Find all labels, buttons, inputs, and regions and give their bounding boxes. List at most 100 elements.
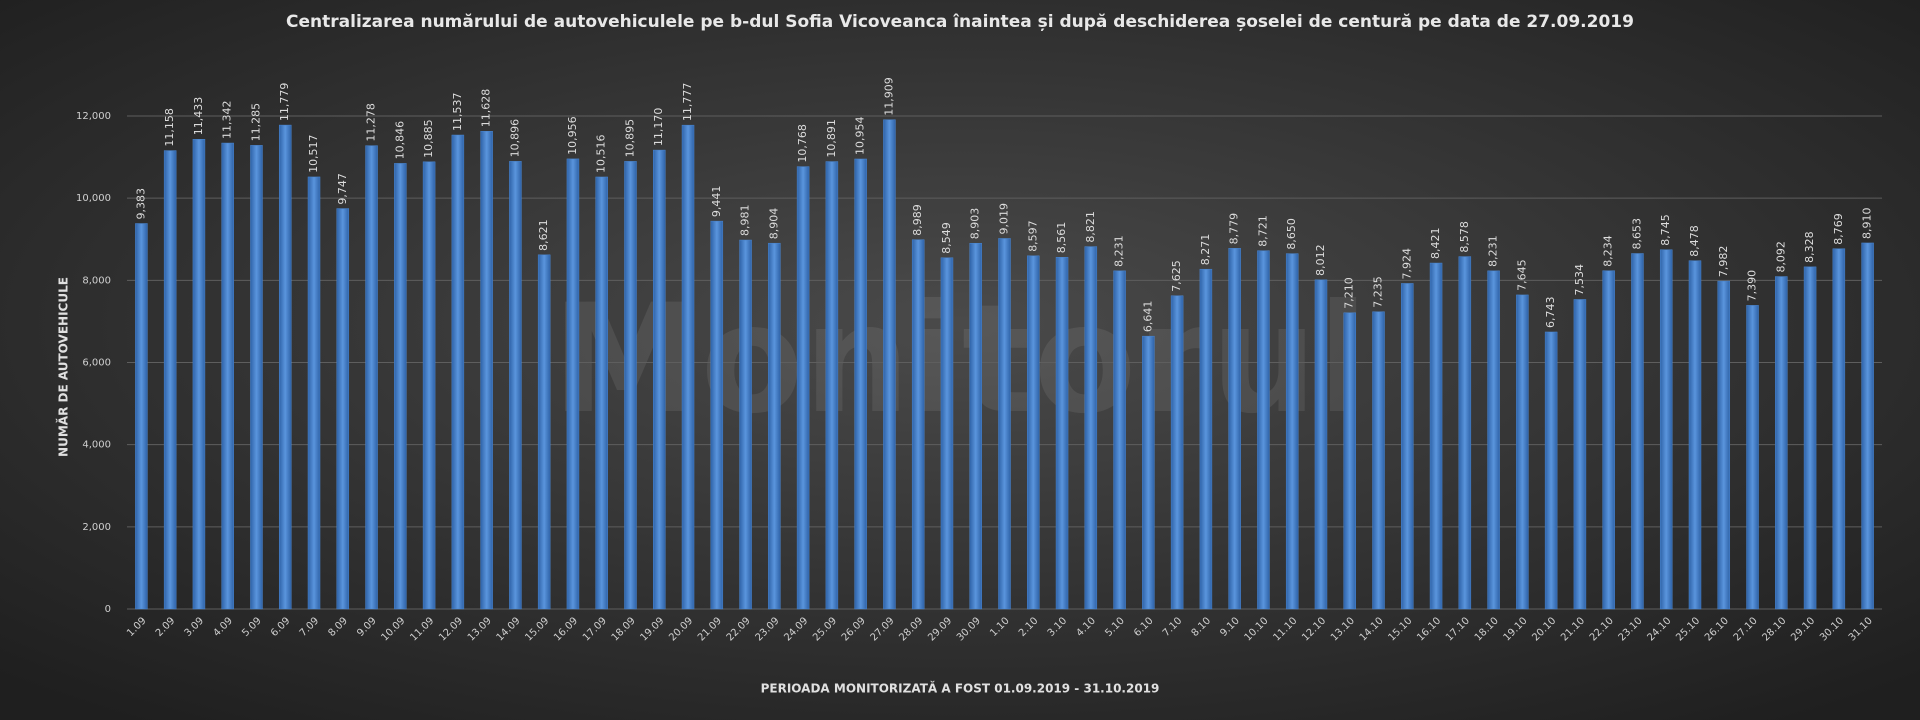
value-label: 11,628 bbox=[480, 89, 493, 127]
bar bbox=[1343, 312, 1356, 610]
bar bbox=[1228, 248, 1241, 610]
bar bbox=[509, 161, 522, 610]
bar bbox=[1487, 270, 1500, 610]
bar bbox=[796, 166, 810, 610]
bar bbox=[422, 161, 436, 610]
value-label: 10,885 bbox=[422, 119, 435, 158]
value-label: 7,645 bbox=[1515, 259, 1528, 291]
bar bbox=[365, 145, 378, 610]
value-label: 7,625 bbox=[1170, 260, 1183, 292]
value-label: 10,891 bbox=[825, 119, 838, 158]
value-label: 9,747 bbox=[336, 173, 349, 205]
y-tick-label: 8,000 bbox=[82, 275, 111, 286]
value-label: 10,896 bbox=[508, 119, 521, 158]
value-label: 8,903 bbox=[969, 208, 982, 240]
value-label: 7,390 bbox=[1746, 270, 1759, 302]
value-label: 6,641 bbox=[1141, 301, 1154, 333]
bar bbox=[1516, 294, 1529, 610]
y-tick-label: 6,000 bbox=[82, 358, 111, 369]
value-label: 8,328 bbox=[1803, 231, 1816, 263]
bar bbox=[1458, 256, 1472, 610]
value-label: 10,517 bbox=[307, 134, 320, 173]
value-label: 9,383 bbox=[134, 188, 147, 220]
bar bbox=[825, 161, 839, 610]
value-label: 8,989 bbox=[911, 204, 924, 236]
value-label: 10,846 bbox=[393, 121, 406, 160]
value-label: 8,821 bbox=[1084, 211, 1097, 243]
bar bbox=[1199, 268, 1213, 610]
bar bbox=[1401, 283, 1414, 610]
bar bbox=[768, 242, 781, 610]
bar bbox=[998, 238, 1011, 610]
bar bbox=[336, 208, 350, 610]
value-label: 8,981 bbox=[739, 205, 752, 237]
value-label: 7,924 bbox=[1400, 248, 1413, 280]
bar bbox=[1861, 242, 1874, 610]
bar bbox=[1372, 311, 1385, 610]
bar bbox=[1717, 280, 1731, 610]
bar bbox=[1775, 276, 1788, 610]
bar bbox=[595, 176, 608, 610]
bar bbox=[307, 176, 321, 610]
value-label: 8,012 bbox=[1314, 244, 1327, 276]
bar bbox=[940, 257, 954, 610]
bar bbox=[394, 163, 407, 610]
bar bbox=[1257, 250, 1270, 610]
bar bbox=[278, 124, 292, 610]
value-label: 8,578 bbox=[1458, 221, 1471, 253]
value-label: 8,234 bbox=[1602, 235, 1615, 267]
value-label: 8,092 bbox=[1774, 241, 1787, 273]
value-label: 8,904 bbox=[767, 208, 780, 240]
value-label: 8,561 bbox=[1055, 222, 1068, 254]
value-label: 7,534 bbox=[1573, 264, 1586, 296]
value-label: 8,653 bbox=[1630, 218, 1643, 250]
bar bbox=[135, 223, 148, 610]
value-label: 8,597 bbox=[1026, 220, 1039, 252]
bar bbox=[653, 149, 666, 610]
value-label: 8,549 bbox=[940, 222, 953, 254]
value-label: 8,650 bbox=[1285, 218, 1298, 250]
watermark: Monitorul bbox=[551, 273, 1368, 447]
bar bbox=[1055, 257, 1069, 610]
value-label: 8,745 bbox=[1659, 214, 1672, 246]
chart-title: Centralizarea numărului de autovehiculel… bbox=[286, 12, 1634, 32]
bar bbox=[1113, 270, 1126, 610]
value-label: 11,537 bbox=[451, 93, 464, 132]
value-label: 11,909 bbox=[882, 77, 895, 116]
value-label: 10,956 bbox=[566, 116, 579, 155]
value-label: 7,235 bbox=[1372, 276, 1385, 308]
bar bbox=[1573, 299, 1587, 610]
value-label: 8,478 bbox=[1688, 225, 1701, 257]
bar bbox=[854, 158, 867, 610]
bar bbox=[1285, 253, 1299, 610]
bar bbox=[1429, 262, 1443, 610]
value-label: 8,231 bbox=[1487, 235, 1500, 267]
value-label: 8,271 bbox=[1199, 234, 1212, 266]
value-label: 8,621 bbox=[537, 219, 550, 251]
value-label: 6,743 bbox=[1544, 296, 1557, 328]
value-label: 11,433 bbox=[192, 97, 205, 136]
value-label: 8,421 bbox=[1429, 228, 1442, 260]
bar bbox=[1602, 270, 1615, 610]
value-label: 11,170 bbox=[652, 108, 665, 147]
value-label: 11,779 bbox=[278, 83, 291, 122]
value-label: 11,777 bbox=[681, 83, 694, 122]
value-label: 10,954 bbox=[854, 116, 867, 155]
bar bbox=[451, 134, 465, 610]
bar bbox=[681, 124, 695, 610]
value-label: 7,210 bbox=[1343, 277, 1356, 309]
bar bbox=[1688, 260, 1702, 610]
bar bbox=[1314, 279, 1328, 610]
bar bbox=[739, 239, 752, 610]
bar bbox=[883, 119, 896, 610]
bar bbox=[1084, 246, 1098, 610]
value-label: 8,231 bbox=[1113, 235, 1126, 267]
bar bbox=[192, 139, 206, 610]
bar bbox=[1170, 295, 1184, 610]
bar bbox=[1659, 249, 1673, 610]
bar bbox=[1142, 335, 1155, 610]
value-label: 11,342 bbox=[221, 101, 234, 140]
y-tick-label: 4,000 bbox=[82, 440, 111, 451]
value-label: 11,285 bbox=[249, 103, 262, 142]
